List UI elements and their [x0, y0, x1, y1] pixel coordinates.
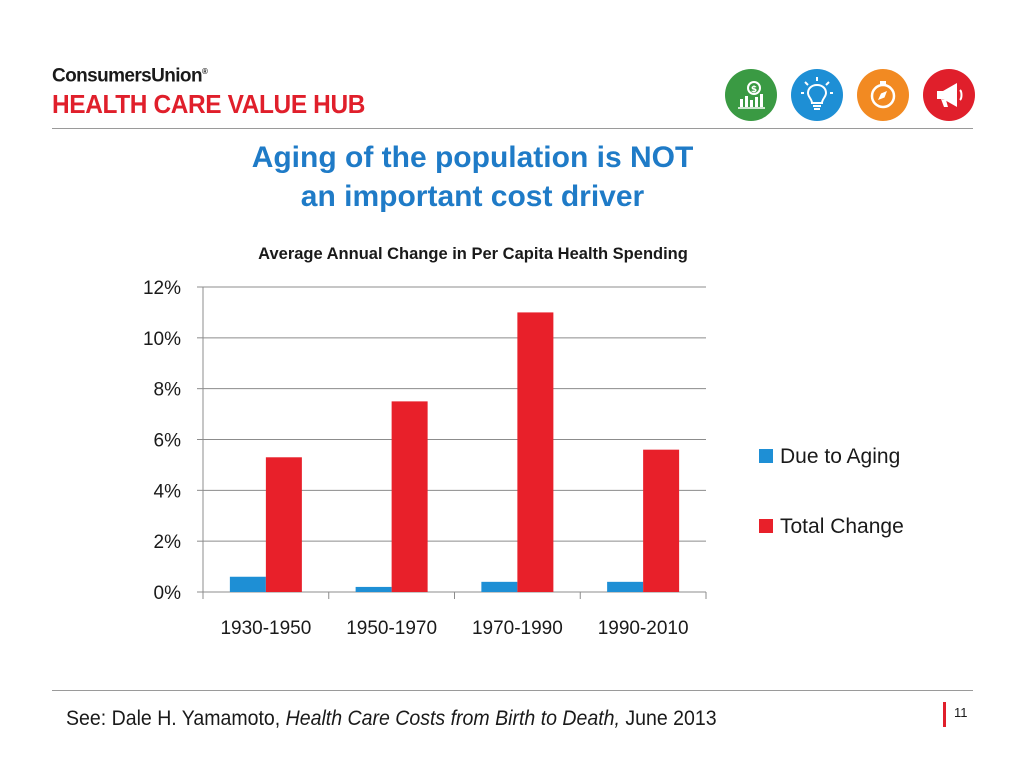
header-divider	[52, 128, 973, 129]
citation-date: June 2013	[619, 707, 717, 730]
slide-title-line-2: an important cost driver	[300, 180, 645, 213]
citation: See: Dale H. Yamamoto, Health Care Costs…	[66, 707, 717, 731]
logo: ConsumersUnion® HEALTH CARE VALUE HUB	[52, 62, 385, 120]
y-tick-label: 0%	[154, 583, 182, 604]
legend-label: Due to Aging	[780, 445, 900, 468]
bars	[229, 312, 680, 592]
brand-name: ConsumersUnion	[52, 65, 203, 87]
slide-title-line-1: Aging of the population is NOT	[251, 141, 694, 174]
bar-due-to-aging	[481, 581, 518, 592]
footer-divider	[52, 690, 973, 691]
x-tick-label: 1930-1950	[220, 618, 311, 639]
y-tick-label: 6%	[154, 431, 182, 452]
y-tick-label: 12%	[143, 278, 181, 299]
y-tick-label: 8%	[154, 380, 182, 401]
lightbulb-icon	[791, 69, 843, 121]
brand-subtitle: HEALTH CARE VALUE HUB	[52, 89, 365, 120]
bar-due-to-aging	[355, 586, 392, 592]
y-tick-label: 2%	[154, 532, 182, 553]
registered-mark: ®	[201, 67, 208, 76]
x-tick-label: 1970-1990	[472, 618, 563, 639]
page-number: 11	[954, 705, 968, 720]
money-chart-icon: $	[725, 69, 777, 121]
legend-swatch	[759, 519, 773, 533]
x-tick-label: 1990-2010	[598, 618, 689, 639]
slide-title: Aging of the population is NOT an import…	[150, 138, 795, 216]
bar-total-change	[265, 457, 302, 592]
compass-icon	[857, 69, 909, 121]
chart-title: Average Annual Change in Per Capita Heal…	[258, 245, 688, 263]
bar-due-to-aging	[229, 576, 266, 592]
bar-total-change	[391, 401, 428, 592]
svg-text:$: $	[751, 85, 757, 95]
y-tick-label: 10%	[143, 329, 181, 350]
bar-total-change	[517, 312, 554, 592]
bar-total-change	[643, 449, 680, 592]
legend-label: Total Change	[780, 515, 904, 538]
citation-title: Health Care Costs from Birth to Death,	[285, 707, 620, 730]
y-axis: 0% 2% 4% 6% 8% 10% 12%	[143, 278, 204, 604]
megaphone-icon	[923, 69, 975, 121]
bar-due-to-aging	[607, 581, 644, 592]
bar-chart: Average Annual Change in Per Capita Heal…	[143, 245, 904, 639]
page-marker	[943, 702, 946, 727]
citation-author: See: Dale H. Yamamoto,	[66, 707, 286, 730]
y-tick-label: 4%	[154, 481, 182, 502]
x-tick-label: 1950-1970	[346, 618, 437, 639]
x-axis: 1930-1950 1950-1970 1970-1990 1990-2010	[197, 591, 707, 639]
legend-swatch	[759, 449, 773, 463]
legend: Due to Aging Total Change	[759, 445, 904, 538]
